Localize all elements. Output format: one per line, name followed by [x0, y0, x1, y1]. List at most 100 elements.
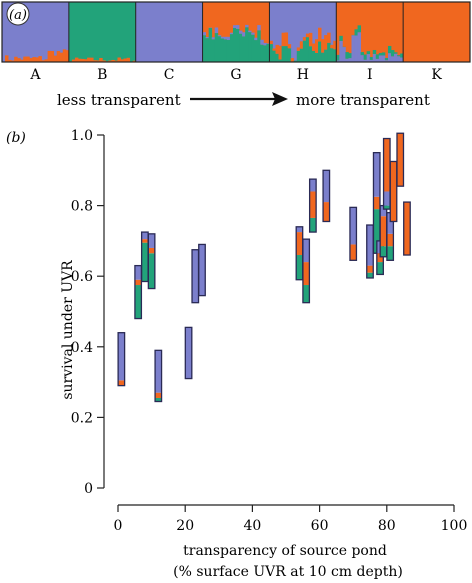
admixture-column: [8, 59, 12, 62]
admixture-column: [360, 52, 365, 56]
admixture-column: [74, 57, 79, 62]
y-tick-label: 0.4: [71, 340, 93, 356]
admixture-column: [205, 38, 210, 62]
bar-segment-green: [155, 397, 162, 402]
bar-segment-purple: [118, 332, 125, 381]
survival-bar: [117, 332, 126, 387]
bar-segment-orange: [403, 202, 411, 256]
less-transparent-label: less transparent: [57, 91, 181, 109]
admixture-column: [299, 41, 304, 49]
admixture-column: [311, 43, 316, 51]
bar-segment-green: [141, 242, 149, 282]
bar-segment-orange: [148, 247, 155, 254]
admixture-column: [333, 40, 337, 50]
admixture-column: [384, 57, 389, 61]
bar-outline: [396, 132, 405, 187]
admixture-column: [62, 49, 67, 62]
bar-outline: [147, 233, 156, 290]
admixture-column: [272, 50, 276, 62]
admixture-column: [302, 37, 307, 41]
admixture-column: [202, 32, 207, 36]
admixture-column: [84, 59, 88, 62]
admixture-column: [214, 27, 219, 34]
bar-segment-green: [134, 285, 142, 319]
admixture-column: [318, 27, 322, 42]
bar-segment-green: [373, 209, 380, 254]
admixture-column: [296, 47, 301, 51]
bar-outline: [302, 238, 311, 304]
admixture-column: [26, 56, 30, 62]
admixture-column: [254, 37, 258, 41]
group-label-I: I: [367, 67, 373, 83]
structure-frame: [1, 1, 471, 63]
admixture-column: [327, 32, 331, 43]
admixture-column: [41, 60, 45, 62]
admixture-column: [366, 51, 371, 55]
bar-segment-purple: [309, 179, 317, 192]
survival-bar: [295, 226, 304, 281]
admixture-column: [302, 40, 307, 62]
admixture-column: [284, 46, 289, 62]
admixture-column: [251, 34, 255, 62]
admixture-column: [378, 55, 383, 62]
admixture-column: [111, 59, 115, 62]
survival-bar: [349, 206, 358, 261]
y-tick-label: 0.6: [71, 269, 93, 285]
chart-axes: 0 0.2 0.4 0.6 0.8 1.0 0 20 40 60 80 100: [71, 128, 468, 534]
admixture-column: [248, 30, 252, 33]
admixture-column: [354, 35, 358, 62]
admixture-column: [226, 36, 231, 41]
admixture-column: [56, 51, 61, 62]
group-label-K: K: [431, 67, 442, 83]
admixture-column: [214, 33, 219, 62]
structure-group-B: [68, 2, 136, 62]
admixture-column: [318, 41, 322, 62]
bar-outline: [134, 264, 143, 320]
bar-segment-purple: [198, 244, 206, 296]
admixture-column: [29, 58, 33, 62]
admixture-column: [287, 48, 292, 62]
bar-segment-orange: [296, 232, 303, 256]
admixture-column: [217, 35, 222, 37]
admixture-column: [20, 59, 24, 62]
y-tick-label: 0.2: [71, 410, 93, 426]
admixture-column: [381, 55, 386, 62]
x-axis-label: transparency of source pond: [183, 543, 387, 559]
admixture-column: [205, 36, 210, 39]
admixture-column: [315, 39, 319, 53]
bar-segment-orange: [134, 279, 142, 286]
admixture-column: [245, 27, 249, 63]
x-tick-label: 80: [378, 518, 396, 534]
group-label-A: A: [29, 67, 41, 83]
admixture-column: [345, 58, 349, 62]
x-tick-label: 40: [243, 518, 261, 534]
admixture-column: [354, 29, 358, 36]
admixture-column: [339, 35, 343, 41]
admixture-column: [239, 30, 243, 34]
bar-segment-purple: [349, 207, 357, 245]
survival-bar: [366, 224, 374, 279]
admixture-column: [336, 60, 340, 62]
admixture-column: [324, 49, 328, 62]
admixture-column: [345, 52, 349, 59]
survival-bar: [372, 151, 381, 254]
admixture-column: [381, 52, 386, 56]
admixture-column: [96, 60, 100, 62]
admixture-column: [229, 32, 234, 35]
admixture-column: [394, 53, 398, 62]
bar-segment-orange: [390, 161, 397, 222]
admixture-column: [266, 43, 270, 62]
admixture-column: [108, 60, 112, 62]
admixture-column: [232, 27, 237, 63]
admixture-column: [321, 39, 325, 53]
admixture-column: [363, 54, 368, 60]
admixture-column: [257, 25, 261, 31]
admixture-column: [278, 59, 282, 62]
admixture-column: [390, 50, 395, 57]
admixture-column: [275, 44, 279, 54]
structure-group-C: [135, 2, 203, 62]
bar-segment-orange: [386, 233, 394, 247]
more-transparent-label: more transparent: [296, 91, 430, 109]
survival-bar: [147, 233, 156, 290]
bar-segment-purple: [185, 327, 192, 379]
